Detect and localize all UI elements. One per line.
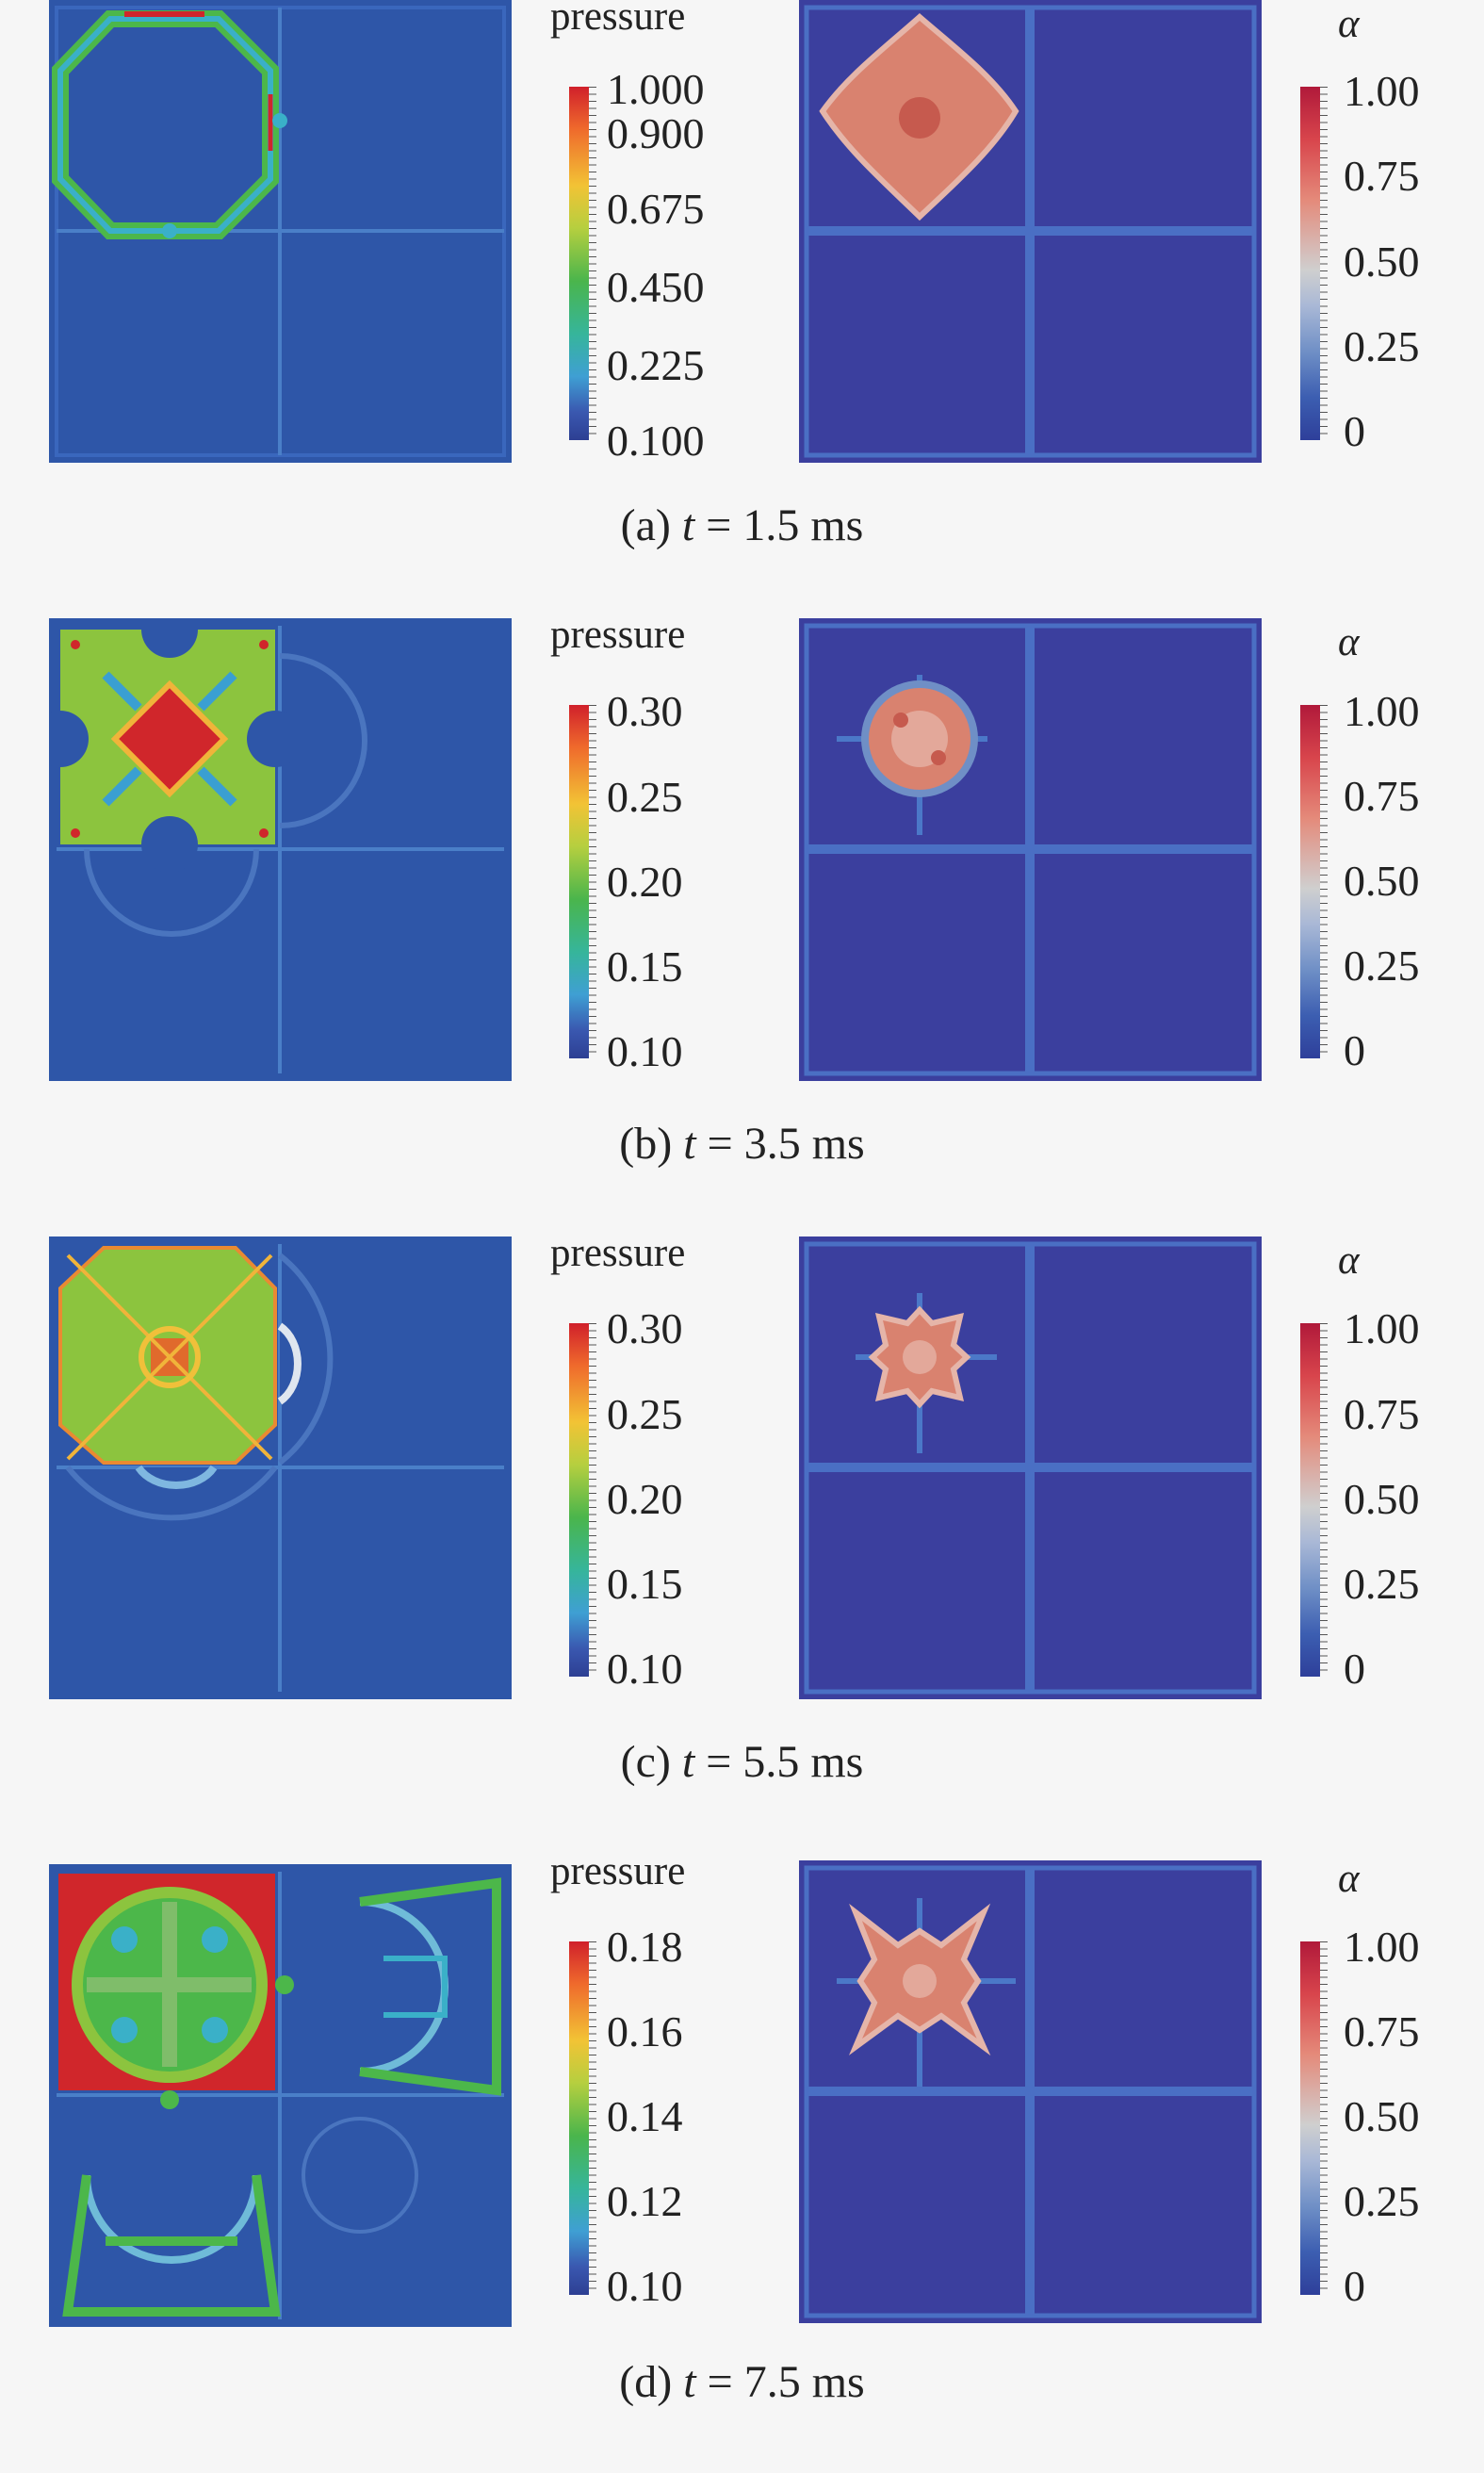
- pressure-tick-label: 0.12: [607, 2177, 683, 2225]
- pressure-tick-label: 0.450: [607, 263, 705, 311]
- figure: pressure 1.000 0.900 0.675 0.450 0.225 0…: [0, 0, 1484, 2407]
- pressure-tick-label: 0.675: [607, 185, 705, 233]
- pressure-tick-label: 0.100: [607, 417, 705, 465]
- alpha-colorbar: [1300, 705, 1328, 1058]
- pressure-tick-label: 0.30: [607, 1304, 683, 1352]
- alpha-tick-label: 0.75: [1344, 772, 1420, 820]
- pressure-tick-label: 0.10: [607, 2262, 683, 2310]
- alpha-field-d: [799, 1860, 1262, 2323]
- alpha-tick-label: 0.50: [1344, 1475, 1420, 1523]
- caption-equals: =: [707, 2357, 733, 2407]
- alpha-tick-label: 0: [1344, 2262, 1365, 2310]
- pressure-tick-label: 0.15: [607, 942, 683, 991]
- pressure-tick-label: 0.25: [607, 1390, 683, 1438]
- alpha-field-b: [799, 618, 1262, 1081]
- pressure-tick-label: 0.18: [607, 1923, 683, 1971]
- alpha-tick-label: 0: [1344, 1645, 1365, 1693]
- alpha-tick-label: 1.00: [1344, 687, 1420, 735]
- alpha-tick-label: 1.00: [1344, 67, 1420, 115]
- pressure-field-a: [49, 0, 512, 463]
- pressure-tick-label: 0.10: [607, 1027, 683, 1075]
- caption-value: 1.5: [742, 500, 800, 550]
- alpha-colorbar-title: α: [1338, 2, 1360, 46]
- alpha-tick-label: 1.00: [1344, 1923, 1420, 1971]
- pressure-tick-label: 0.20: [607, 1475, 683, 1523]
- caption-a: (a) t = 1.5 ms: [0, 500, 1484, 551]
- caption-variable: t: [681, 500, 695, 550]
- pressure-tick-label: 0.10: [607, 1645, 683, 1693]
- pressure-field-c: [49, 1236, 512, 1699]
- caption-unit: ms: [811, 1119, 865, 1169]
- caption-label: (c): [620, 1737, 671, 1787]
- panel-row-d: pressure 0.18 0.16 0.14 0.12 0.10 α 1.00…: [0, 1851, 1484, 2473]
- pressure-colorbar: [569, 1941, 596, 2295]
- alpha-tick-label: 0.75: [1344, 1390, 1420, 1438]
- caption-label: (b): [619, 1119, 673, 1169]
- pressure-tick-label: 0.30: [607, 687, 683, 735]
- caption-label: (d): [619, 2357, 673, 2407]
- panel-row-a: pressure 1.000 0.900 0.675 0.450 0.225 0…: [0, 0, 1484, 618]
- alpha-tick-label: 0.75: [1344, 152, 1420, 200]
- caption-variable: t: [683, 1119, 696, 1169]
- alpha-tick-label: 0.25: [1344, 322, 1420, 370]
- alpha-tick-label: 0.75: [1344, 2007, 1420, 2055]
- pressure-field-b: [49, 618, 512, 1081]
- alpha-colorbar-title: α: [1338, 1857, 1360, 1901]
- pressure-colorbar: [569, 87, 596, 440]
- pressure-tick-label: 0.225: [607, 341, 705, 389]
- alpha-tick-label: 0.50: [1344, 2092, 1420, 2140]
- alpha-field-c: [799, 1236, 1262, 1699]
- pressure-tick-label: 0.20: [607, 858, 683, 906]
- caption-value: 3.5: [743, 1119, 801, 1169]
- alpha-colorbar: [1300, 87, 1328, 440]
- caption-equals: =: [706, 500, 732, 550]
- pressure-colorbar: [569, 1323, 596, 1677]
- alpha-colorbar: [1300, 1323, 1328, 1677]
- caption-equals: =: [707, 1119, 733, 1169]
- alpha-tick-label: 0.50: [1344, 857, 1420, 905]
- pressure-tick-label: 0.15: [607, 1560, 683, 1608]
- pressure-tick-label: 0.14: [607, 2092, 683, 2140]
- caption-c: (c) t = 5.5 ms: [0, 1736, 1484, 1788]
- alpha-tick-label: 0.25: [1344, 2177, 1420, 2225]
- caption-d: (d) t = 7.5 ms: [0, 2356, 1484, 2408]
- alpha-tick-label: 0: [1344, 407, 1365, 455]
- panel-row-c: pressure 0.30 0.25 0.20 0.15 0.10 α 1.00…: [0, 1231, 1484, 1855]
- alpha-tick-label: 0.25: [1344, 942, 1420, 990]
- alpha-tick-label: 0: [1344, 1026, 1365, 1074]
- panel-row-b: pressure 0.30 0.25 0.20 0.15 0.10 α 1.00…: [0, 614, 1484, 1236]
- caption-equals: =: [706, 1737, 732, 1787]
- alpha-colorbar-title: α: [1338, 620, 1360, 664]
- alpha-colorbar-title: α: [1338, 1238, 1360, 1283]
- pressure-colorbar-title: pressure: [550, 1849, 686, 1893]
- pressure-colorbar-title: pressure: [550, 613, 686, 657]
- caption-unit: ms: [810, 1737, 864, 1787]
- caption-unit: ms: [811, 2357, 865, 2407]
- alpha-tick-label: 0.25: [1344, 1560, 1420, 1608]
- pressure-tick-label: 1.000: [607, 65, 705, 113]
- alpha-field-a: [799, 0, 1262, 463]
- caption-b: (b) t = 3.5 ms: [0, 1118, 1484, 1170]
- alpha-tick-label: 0.50: [1344, 237, 1420, 286]
- caption-variable: t: [681, 1737, 695, 1787]
- caption-value: 7.5: [743, 2357, 801, 2407]
- alpha-colorbar: [1300, 1941, 1328, 2295]
- caption-label: (a): [620, 500, 671, 550]
- pressure-colorbar-title: pressure: [550, 0, 686, 39]
- caption-variable: t: [683, 2357, 696, 2407]
- pressure-colorbar-title: pressure: [550, 1231, 686, 1275]
- pressure-tick-label: 0.25: [607, 773, 683, 821]
- caption-unit: ms: [810, 500, 864, 550]
- pressure-field-d: [49, 1864, 512, 2327]
- pressure-colorbar: [569, 705, 596, 1058]
- caption-value: 5.5: [742, 1737, 800, 1787]
- pressure-tick-label: 0.16: [607, 2007, 683, 2055]
- alpha-tick-label: 1.00: [1344, 1304, 1420, 1352]
- pressure-tick-label: 0.900: [607, 109, 705, 157]
